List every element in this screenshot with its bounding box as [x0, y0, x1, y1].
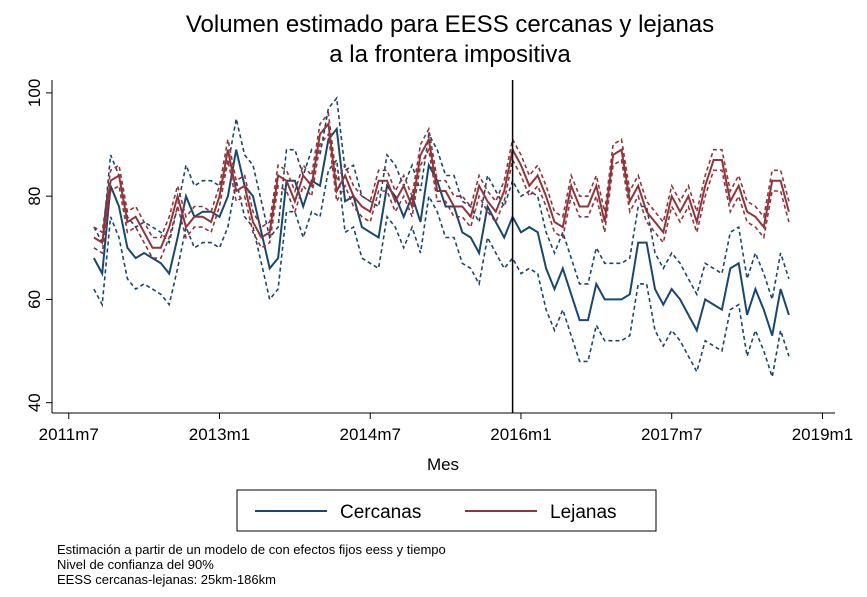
note: Nivel de confianza del 90%: [57, 557, 214, 572]
y-tick-label: 100: [25, 79, 44, 107]
series-line: [93, 126, 790, 336]
x-tick-label: 2019m1: [792, 425, 853, 444]
ci-line: [93, 96, 790, 300]
ci-line: [93, 111, 790, 239]
legend-label: Lejanas: [550, 502, 617, 523]
chart-title: a la frontera impositiva: [329, 41, 571, 68]
x-tick-label: 2017m7: [641, 425, 702, 444]
x-tick-label: 2014m7: [340, 425, 401, 444]
y-tick-label: 80: [25, 187, 44, 206]
series-line: [93, 121, 790, 249]
y-tick-label: 60: [25, 290, 44, 309]
note: Estimación a partir de un modelo de con …: [57, 542, 446, 557]
x-tick-label: 2013m1: [189, 425, 250, 444]
x-tick-label: 2011m7: [39, 425, 99, 444]
x-tick-label: 2016m1: [490, 425, 551, 444]
legend-label: Cercanas: [340, 502, 421, 523]
chart-title: Volumen estimado para EESS cercanas y le…: [186, 11, 714, 38]
x-axis-label: Mes: [427, 455, 459, 474]
note: EESS cercanas-lejanas: 25km-186km: [57, 572, 276, 587]
ci-line: [93, 158, 790, 378]
ci-line: [93, 132, 790, 259]
y-tick-label: 40: [25, 393, 44, 412]
